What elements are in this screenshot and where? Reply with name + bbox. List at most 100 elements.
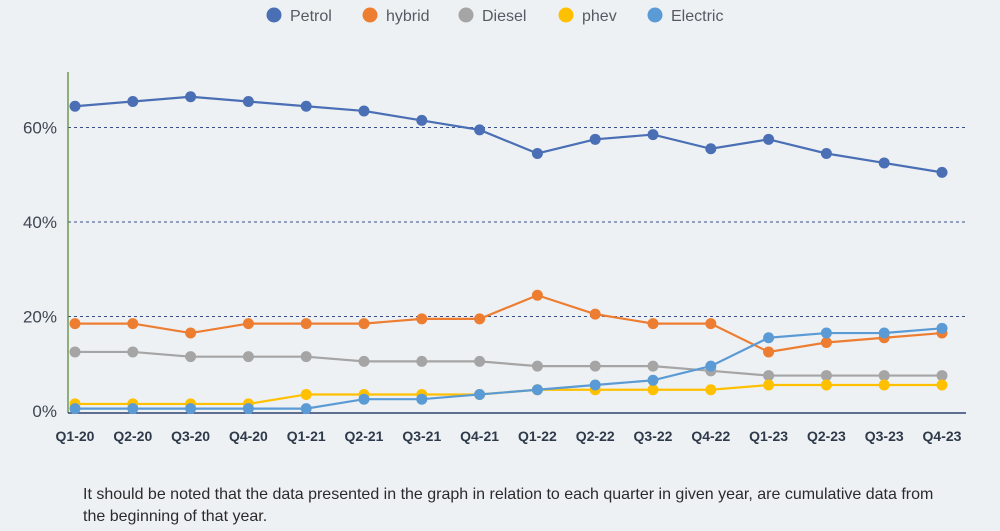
data-point-petrol (127, 96, 139, 108)
data-point-petrol (242, 96, 254, 108)
data-point-diesel (185, 351, 197, 363)
data-point-diesel (127, 346, 139, 358)
data-point-diesel (416, 355, 428, 367)
data-point-hybrid (531, 289, 543, 301)
legend-label-hybrid: hybrid (386, 8, 430, 25)
series-line-petrol (74, 95, 943, 174)
data-point-petrol (531, 147, 543, 159)
data-point-diesel (242, 351, 254, 363)
data-point-electric (936, 322, 948, 334)
x-tick-label: Q3-20 (171, 428, 210, 444)
data-point-diesel (300, 351, 312, 363)
data-point-diesel (820, 370, 832, 382)
data-point-diesel (358, 355, 370, 367)
data-point-diesel (69, 346, 81, 358)
data-point-electric (531, 384, 543, 396)
legend-marker-hybrid (362, 7, 378, 23)
chart-series (69, 91, 948, 415)
data-point-hybrid (705, 318, 717, 330)
data-point-petrol (820, 147, 832, 159)
data-point-petrol (647, 129, 659, 141)
x-tick-label: Q4-22 (691, 428, 730, 444)
x-tick-label: Q4-21 (460, 428, 499, 444)
data-point-electric (820, 327, 832, 339)
data-point-petrol (589, 133, 601, 145)
x-tick-label: Q2-22 (576, 428, 615, 444)
data-point-electric (69, 403, 81, 415)
data-point-electric (185, 403, 197, 415)
footnote-text: It should be noted that the data present… (83, 486, 934, 525)
data-point-hybrid (242, 318, 254, 330)
legend-label-phev: phev (582, 8, 617, 25)
chart-legend: Petrol hybrid Diesel phev Electric (266, 7, 723, 25)
y-tick-label: 40% (23, 213, 57, 232)
x-tick-label: Q1-23 (749, 428, 788, 444)
data-point-petrol (300, 100, 312, 112)
data-point-petrol (474, 124, 486, 136)
data-point-electric (358, 393, 370, 405)
data-point-petrol (416, 114, 428, 126)
legend-label-petrol: Petrol (290, 8, 332, 25)
x-axis-ticks: Q1-20 Q2-20 Q3-20 Q4-20 Q1-21 Q2-21 Q3-21 Q4-21… (56, 428, 962, 444)
x-tick-label: Q3-21 (402, 428, 441, 444)
x-tick-label: Q2-20 (113, 428, 152, 444)
data-point-hybrid (69, 318, 81, 330)
data-point-petrol (878, 157, 890, 169)
data-point-diesel (589, 360, 601, 372)
data-point-diesel (763, 370, 775, 382)
x-tick-label: Q4-23 (923, 428, 962, 444)
x-tick-label: Q4-20 (229, 428, 268, 444)
data-point-hybrid (589, 308, 601, 320)
data-point-phev (820, 379, 832, 391)
data-point-hybrid (647, 318, 659, 330)
data-point-hybrid (185, 327, 197, 339)
data-point-hybrid (474, 313, 486, 325)
x-tick-label: Q2-21 (345, 428, 384, 444)
data-point-diesel (531, 360, 543, 372)
data-point-hybrid (127, 318, 139, 330)
data-point-petrol (763, 133, 775, 145)
x-tick-label: Q1-22 (518, 428, 557, 444)
data-point-electric (416, 393, 428, 405)
legend-marker-diesel (458, 7, 474, 23)
data-point-phev (647, 384, 659, 396)
data-point-diesel (474, 355, 486, 367)
series-line-diesel (75, 350, 942, 377)
legend-marker-petrol (266, 7, 282, 23)
y-axis-ticks: 0% 20% 40% 60% (23, 119, 57, 422)
legend-marker-electric (647, 7, 663, 23)
data-point-electric (474, 388, 486, 400)
data-point-phev (300, 388, 312, 400)
data-point-petrol (185, 91, 197, 103)
legend-label-diesel: Diesel (482, 8, 526, 25)
x-tick-label: Q3-22 (634, 428, 673, 444)
data-point-hybrid (300, 318, 312, 330)
line-chart: Petrol hybrid Diesel phev Electric Q1-20 Q2-2… (23, 7, 966, 444)
data-point-hybrid (416, 313, 428, 325)
data-point-electric (763, 332, 775, 344)
data-point-phev (763, 379, 775, 391)
x-tick-label: Q1-21 (287, 428, 326, 444)
data-point-petrol (705, 143, 717, 155)
data-point-phev (936, 379, 948, 391)
x-tick-label: Q3-23 (865, 428, 904, 444)
series-line-electric (75, 327, 943, 410)
data-point-diesel (878, 370, 890, 382)
y-tick-label: 60% (23, 119, 57, 138)
x-tick-label: Q1-20 (56, 428, 95, 444)
data-point-electric (242, 403, 254, 415)
data-point-electric (300, 403, 312, 415)
data-point-electric (878, 327, 890, 339)
data-point-petrol (936, 166, 948, 178)
y-tick-label: 20% (23, 308, 57, 327)
legend-label-electric: Electric (671, 8, 723, 25)
series-line-hybrid (75, 294, 943, 354)
data-point-hybrid (358, 318, 370, 330)
data-point-petrol (69, 100, 81, 112)
data-point-hybrid (820, 336, 832, 348)
series-line-phev (75, 383, 942, 406)
data-point-phev (705, 384, 717, 396)
legend-marker-phev (558, 7, 574, 23)
data-point-phev (878, 379, 890, 391)
x-tick-label: Q2-23 (807, 428, 846, 444)
